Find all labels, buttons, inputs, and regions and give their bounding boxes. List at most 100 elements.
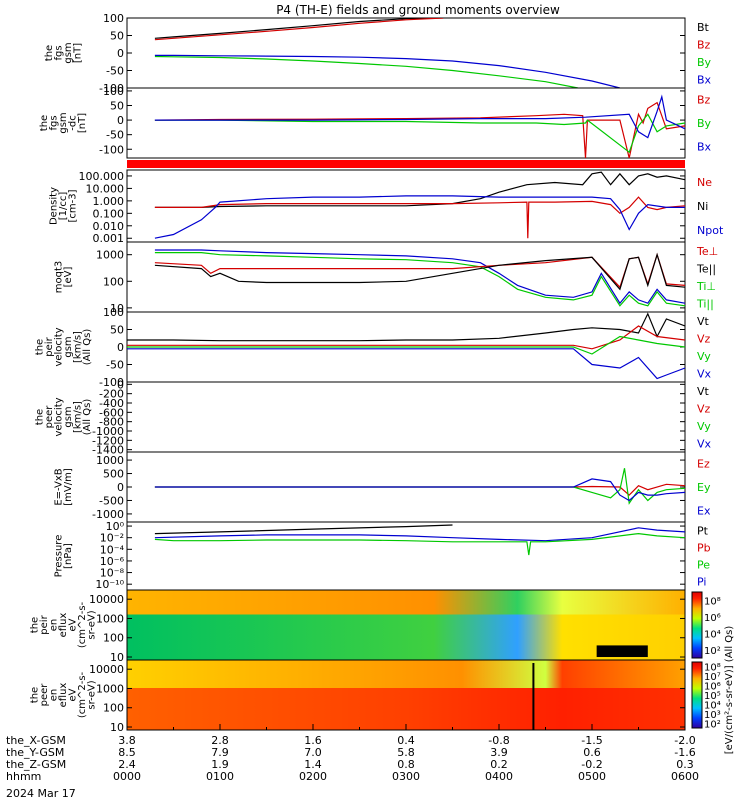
- colorbar-tick-label: 10⁵: [704, 691, 721, 702]
- y-axis-label: [mV/m]: [63, 468, 74, 506]
- x-axis-row-label: the_Z-GSM: [6, 758, 66, 771]
- x-tick-label: 1.9: [211, 758, 229, 771]
- heatmap-band: [596, 645, 648, 658]
- y-tick-label: 1000: [96, 682, 124, 695]
- x-tick-label: 2.4: [118, 758, 136, 771]
- y-tick-label: -100: [99, 82, 124, 95]
- y-tick-label: 500: [103, 468, 124, 481]
- x-tick-label: 1.4: [304, 758, 322, 771]
- y-axis-label: [nT]: [72, 43, 83, 63]
- y-tick-label: -800: [99, 416, 124, 429]
- x-tick-label: 0.2: [490, 758, 508, 771]
- y-tick-label: 1.000: [93, 195, 125, 208]
- y-tick-label: 10⁻¹⁰: [95, 578, 124, 591]
- x-tick-label: -2.0: [674, 734, 695, 747]
- legend-entry: By: [697, 56, 712, 69]
- y-axis-label: the: [30, 617, 41, 633]
- x-tick-label: 0.4: [397, 734, 415, 747]
- series-line-Te: [154, 252, 685, 291]
- y-tick-label: 0: [117, 47, 124, 60]
- legend-entry: Ex: [697, 504, 711, 517]
- y-tick-label: 0: [117, 378, 124, 391]
- x-axis-row-label: the_Y-GSM: [6, 746, 64, 759]
- x-tick-label: -0.8: [488, 734, 509, 747]
- y-axis-label: sr-eV): [87, 680, 98, 709]
- series-line-Pe: [154, 532, 685, 556]
- y-axis-label: en: [49, 689, 60, 702]
- y-tick-label: 10⁻²: [100, 532, 124, 545]
- x-tick-label: 5.8: [397, 746, 415, 759]
- y-tick-label: -1400: [92, 444, 124, 457]
- y-tick-label: 0.010: [93, 220, 125, 233]
- colorbar-tick-label: 10⁶: [704, 682, 721, 693]
- colorbar-scale: [691, 591, 703, 659]
- legend-entry: Vt: [697, 315, 710, 328]
- y-tick-label: 10⁻⁸: [100, 567, 125, 580]
- legend-entry: Ey: [697, 481, 711, 494]
- legend-entry: Npot: [697, 224, 724, 237]
- y-axis-label: gsm: [58, 112, 69, 133]
- legend-entry: Vx: [697, 367, 712, 380]
- series-line-Pt: [154, 524, 453, 535]
- y-axis-label: gsm: [63, 336, 74, 357]
- colorbar-tick-label: 10⁸: [704, 663, 721, 674]
- legend-entry: Bt: [697, 21, 710, 34]
- y-axis-label: (All Qs): [82, 329, 93, 366]
- series-line-Ez: [154, 483, 685, 496]
- colorbar-tick-label: 10³: [704, 710, 721, 721]
- separator-band: [127, 160, 685, 168]
- series-line-Ey: [154, 468, 685, 505]
- y-axis-label: [eV]: [63, 267, 74, 288]
- x-tick-label: 3.9: [490, 746, 508, 759]
- y-tick-label: 10: [110, 721, 124, 734]
- y-tick-label: -1200: [92, 434, 124, 447]
- y-tick-label: 0: [117, 341, 124, 354]
- y-tick-label: 0.001: [93, 232, 125, 245]
- y-axis-label: eV: [68, 688, 79, 701]
- panel-peer_eflux: 10000 1000 100 10 thepeerenefluxeV(cm^2-s-sr…: [30, 659, 686, 734]
- date-label: 2024 Mar 17: [6, 787, 76, 800]
- colorbar-tick-label: 10⁶: [704, 613, 721, 624]
- colorbar-tick-label: 10⁸: [704, 596, 721, 607]
- y-axis-label: eflux: [58, 683, 69, 708]
- panel-peir_eflux: 10000 1000 100 10 thepeirenefluxeV(cm^2-s-sr…: [30, 589, 686, 664]
- legend-entry: By: [697, 117, 712, 130]
- y-axis-label: the: [30, 687, 41, 703]
- colorbar-cb1: 10⁸ 10⁶ 10⁴ 10²: [691, 591, 721, 659]
- y-axis-label: [km/s]: [72, 401, 83, 433]
- y-axis-label: [1/cc]: [58, 192, 69, 221]
- chart-title: P4 (TH-E) fields and ground moments over…: [276, 3, 560, 17]
- y-tick-label: -100: [99, 376, 124, 389]
- legend-entry: Ti⊥: [696, 280, 716, 293]
- y-tick-label: 100: [103, 306, 124, 319]
- heatmap-band: [127, 590, 685, 615]
- y-tick-label: -100: [99, 143, 124, 156]
- x-tick-label: 0300: [392, 770, 420, 783]
- panel-frame: [126, 381, 686, 453]
- colorbar-title: [eV/(cm²-s-sr-eV)] (All Qs): [724, 626, 735, 755]
- series-line-By: [154, 55, 579, 88]
- series-line-Vt: [127, 312, 685, 342]
- y-tick-label: -50: [106, 65, 124, 78]
- series-line-Ti: [154, 249, 685, 305]
- y-tick-label: 0: [117, 114, 124, 127]
- y-axis-label: [nPa]: [63, 543, 74, 569]
- y-axis-label: moqt3: [53, 261, 64, 294]
- x-tick-label: -1.6: [674, 746, 695, 759]
- series-line-Bz: [154, 101, 685, 158]
- y-axis-label: velocity: [53, 327, 64, 366]
- colorbar-scale: [691, 661, 703, 729]
- y-tick-label: 100: [103, 275, 124, 288]
- panel-peir_velocity: 100 50 0 -50 -100 thepeirvelocitygsm[km/s](Al…: [34, 306, 711, 389]
- x-axis-row-label: the_X-GSM: [6, 734, 66, 747]
- series-line-Bx: [154, 54, 621, 88]
- legend-entry: Te||: [696, 262, 716, 275]
- colorbar-tick-label: 10⁴: [704, 700, 721, 711]
- y-tick-label: 10000: [89, 663, 124, 676]
- y-tick-label: 1000: [96, 454, 124, 467]
- legend-entry: Vz: [697, 402, 711, 415]
- y-tick-label: 10⁻⁴: [100, 543, 125, 556]
